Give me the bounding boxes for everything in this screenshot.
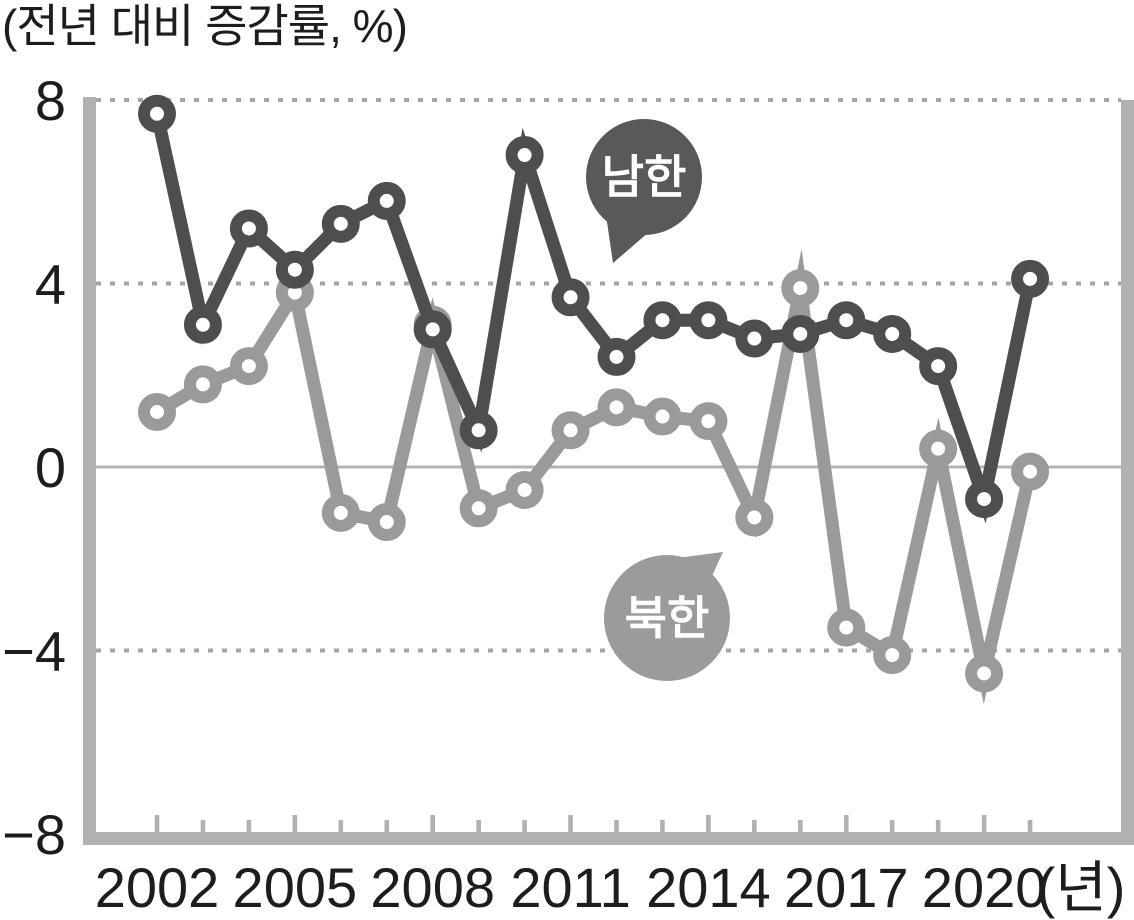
marker-south-korea-2012 <box>597 337 636 376</box>
x-tick-2011 <box>568 815 573 832</box>
marker-south-korea-2003 <box>183 305 222 344</box>
bubble-label-south-korea: 남한 <box>602 151 687 203</box>
marker-north-korea-2018 <box>873 636 912 675</box>
x-tick-2016 <box>798 820 803 832</box>
marker-south-korea-2021 <box>1011 259 1050 298</box>
x-tick-2009 <box>476 820 481 832</box>
x-tick-2002 <box>154 815 160 832</box>
right-border-bar <box>1121 100 1134 845</box>
marker-south-korea-2014 <box>689 301 728 340</box>
marker-south-korea-2018 <box>873 314 912 353</box>
y-tick-label-8: 8 <box>35 69 66 132</box>
bubble-circle-north-korea <box>604 555 730 681</box>
marker-south-korea-2004 <box>229 209 268 248</box>
marker-south-korea-2016 <box>781 314 820 353</box>
y-tick-label--4: −4 <box>2 620 66 683</box>
x-tick-label-2014: 2014 <box>646 856 771 919</box>
marker-north-korea-2015 <box>735 498 774 537</box>
marker-north-korea-2014 <box>689 402 728 441</box>
x-tick-label-2002: 2002 <box>95 856 220 919</box>
marker-north-korea-2016 <box>781 269 820 308</box>
x-tick-2005 <box>292 815 298 832</box>
marker-north-korea-2012 <box>597 388 636 427</box>
marker-north-korea-2002 <box>138 392 176 431</box>
bubble-label-north-korea: 북한 <box>625 592 710 644</box>
x-tick-label-2008: 2008 <box>370 856 495 919</box>
marker-south-korea-2017 <box>827 301 866 340</box>
x-tick-2010 <box>522 820 527 832</box>
marker-south-korea-2020 <box>965 480 1004 519</box>
y-axis-bar <box>83 97 96 845</box>
marker-south-korea-2007 <box>367 181 406 220</box>
x-tick-2017 <box>843 815 849 832</box>
x-tick-label-2011: 2011 <box>510 856 630 919</box>
legend-bubble-north-korea: 북한 <box>604 552 730 681</box>
marker-south-korea-2006 <box>321 204 360 243</box>
marker-north-korea-2013 <box>643 397 682 436</box>
marker-north-korea-2003 <box>183 365 222 404</box>
marker-north-korea-2019 <box>919 429 958 468</box>
marker-north-korea-2017 <box>827 608 866 647</box>
x-tick-2020 <box>981 815 987 832</box>
marker-north-korea-2010 <box>505 470 544 509</box>
marker-north-korea-2006 <box>321 493 360 532</box>
x-tick-2014 <box>706 815 711 832</box>
x-tick-2006 <box>338 820 344 832</box>
marker-north-korea-2004 <box>229 347 268 386</box>
marker-south-korea-2005 <box>275 250 314 289</box>
x-tick-2018 <box>889 820 895 832</box>
x-tick-label-2017: 2017 <box>784 856 909 919</box>
marker-north-korea-2009 <box>459 489 498 528</box>
marker-south-korea-2009 <box>459 411 498 450</box>
x-tick-2015 <box>752 820 757 832</box>
x-tick-label-2005: 2005 <box>233 856 358 919</box>
y-tick-label-4: 4 <box>35 253 66 316</box>
marker-south-korea-2008 <box>413 310 452 349</box>
y-tick-label-0: 0 <box>35 436 66 499</box>
marker-south-korea-2002 <box>138 94 176 133</box>
x-axis-bar <box>83 832 1134 845</box>
marker-north-korea-2021 <box>1011 452 1050 491</box>
marker-south-korea-2011 <box>551 278 590 317</box>
marker-south-korea-2019 <box>919 347 958 386</box>
x-axis-unit-label: (년) <box>1037 856 1126 919</box>
chart-title: (전년 대비 증감률, %) <box>2 0 408 52</box>
x-tick-2012 <box>614 820 619 832</box>
x-tick-2019 <box>935 820 941 832</box>
x-tick-2004 <box>246 820 252 832</box>
marker-south-korea-2015 <box>735 319 774 358</box>
marker-north-korea-2011 <box>551 411 590 450</box>
x-tick-2003 <box>200 820 206 832</box>
marker-south-korea-2013 <box>643 301 682 340</box>
marker-north-korea-2007 <box>367 503 406 542</box>
series-south-korea <box>138 94 1050 524</box>
marker-north-korea-2020 <box>965 654 1004 693</box>
x-tick-2021 <box>1027 820 1033 832</box>
x-tick-2008 <box>430 815 435 832</box>
legend-bubble-south-korea: 남한 <box>586 119 702 263</box>
marker-south-korea-2010 <box>505 136 544 175</box>
series-north-korea <box>138 248 1050 705</box>
x-tick-2007 <box>384 820 390 832</box>
x-tick-label-2020: 2020 <box>922 856 1047 919</box>
x-tick-2013 <box>660 820 665 832</box>
y-tick-label--8: −8 <box>2 803 66 866</box>
bubble-circle-south-korea <box>586 119 702 235</box>
